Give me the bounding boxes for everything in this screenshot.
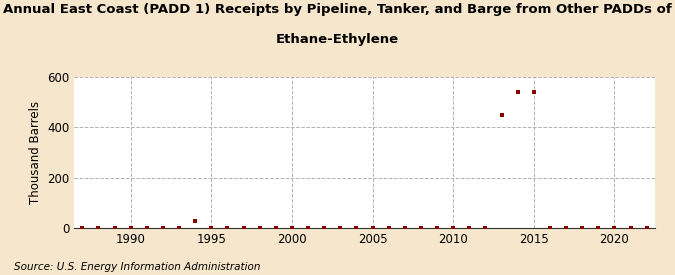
Text: Source: U.S. Energy Information Administration: Source: U.S. Energy Information Administ… (14, 262, 260, 272)
Point (238, 226, 249, 230)
Point (93, 226, 104, 230)
Point (593, 226, 603, 230)
Point (222, 226, 233, 230)
Y-axis label: Thousand Barrels: Thousand Barrels (28, 101, 42, 204)
Point (271, 226, 281, 230)
Point (448, 226, 458, 230)
Point (416, 226, 427, 230)
Point (609, 226, 620, 230)
Point (287, 226, 298, 230)
Point (641, 226, 652, 230)
Point (319, 226, 329, 230)
Point (383, 226, 394, 230)
Point (126, 226, 136, 230)
Point (173, 226, 184, 230)
Point (496, 113, 507, 117)
Point (190, 218, 200, 223)
Point (157, 226, 168, 230)
Point (142, 226, 153, 230)
Point (400, 226, 410, 230)
Point (512, 90, 523, 94)
Point (464, 226, 475, 230)
Point (367, 226, 378, 230)
Point (529, 90, 539, 94)
Point (109, 226, 120, 230)
Point (432, 226, 443, 230)
Point (561, 226, 572, 230)
Point (545, 226, 556, 230)
Point (335, 226, 346, 230)
Point (206, 226, 217, 230)
Point (625, 226, 636, 230)
Point (480, 226, 491, 230)
Point (577, 226, 588, 230)
Point (302, 226, 313, 230)
Point (351, 226, 362, 230)
Point (254, 226, 265, 230)
Text: Ethane-Ethylene: Ethane-Ethylene (276, 33, 399, 46)
Point (77, 226, 88, 230)
Text: Annual East Coast (PADD 1) Receipts by Pipeline, Tanker, and Barge from Other PA: Annual East Coast (PADD 1) Receipts by P… (3, 3, 672, 16)
